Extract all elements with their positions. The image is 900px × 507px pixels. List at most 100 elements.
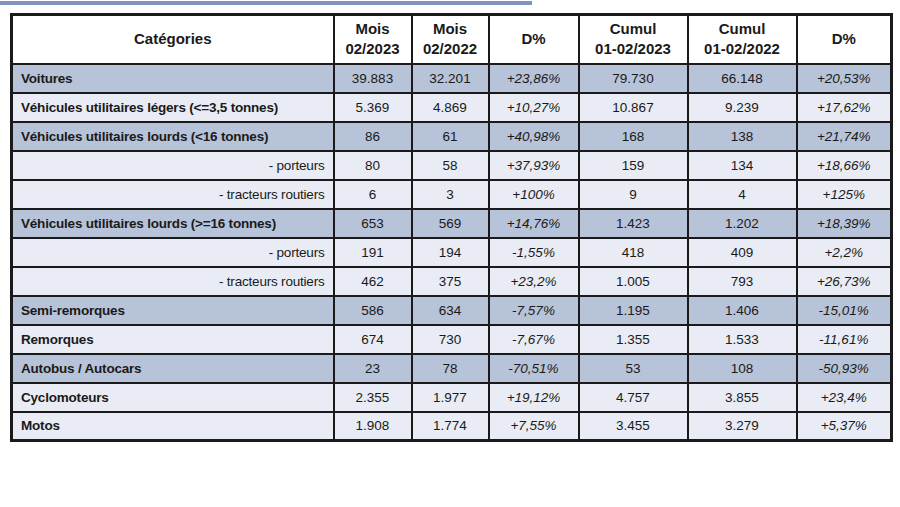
value-cell: 108: [688, 354, 797, 383]
table-row: Remorques674730-7,67%1.3551.533-11,61%: [12, 325, 892, 354]
value-cell: 138: [688, 122, 797, 151]
top-accent-bar: [0, 1, 532, 5]
registrations-table-wrap: Catégories Mois 02/2023 Mois 02/2022 D% …: [10, 13, 893, 442]
value-cell: 23: [334, 354, 412, 383]
category-cell: Véhicules utilitaires lourds (<16 tonnes…: [12, 122, 334, 151]
value-cell: 159: [579, 151, 688, 180]
value-cell: 9.239: [688, 93, 797, 122]
delta-percent-cell: +18,66%: [797, 151, 892, 180]
value-cell: 134: [688, 151, 797, 180]
value-cell: 1.202: [688, 209, 797, 238]
delta-percent-cell: +26,73%: [797, 267, 892, 296]
value-cell: 79.730: [579, 64, 688, 93]
value-cell: 86: [334, 122, 412, 151]
category-cell: - tracteurs routiers: [12, 267, 334, 296]
category-cell: Remorques: [12, 325, 334, 354]
value-cell: 80: [334, 151, 412, 180]
value-cell: 1.005: [579, 267, 688, 296]
delta-percent-cell: +20,53%: [797, 64, 892, 93]
value-cell: 793: [688, 267, 797, 296]
category-cell: Voitures: [12, 64, 334, 93]
category-cell: Véhicules utilitaires légers (<=3,5 tonn…: [12, 93, 334, 122]
delta-percent-cell: +10,27%: [489, 93, 579, 122]
value-cell: 168: [579, 122, 688, 151]
value-cell: 194: [412, 238, 489, 267]
value-cell: 4: [688, 180, 797, 209]
value-cell: 462: [334, 267, 412, 296]
value-cell: 634: [412, 296, 489, 325]
value-cell: 586: [334, 296, 412, 325]
delta-percent-cell: -7,57%: [489, 296, 579, 325]
value-cell: 1.908: [334, 412, 412, 441]
value-cell: 53: [579, 354, 688, 383]
delta-percent-cell: +14,76%: [489, 209, 579, 238]
value-cell: 1.977: [412, 383, 489, 412]
delta-percent-cell: -11,61%: [797, 325, 892, 354]
delta-percent-cell: -1,55%: [489, 238, 579, 267]
value-cell: 674: [334, 325, 412, 354]
delta-percent-cell: +17,62%: [797, 93, 892, 122]
value-cell: 10.867: [579, 93, 688, 122]
delta-percent-cell: +2,2%: [797, 238, 892, 267]
value-cell: 3.455: [579, 412, 688, 441]
table-row: - porteurs191194-1,55%418409+2,2%: [12, 238, 892, 267]
delta-percent-cell: +100%: [489, 180, 579, 209]
value-cell: 1.406: [688, 296, 797, 325]
category-cell: - tracteurs routiers: [12, 180, 334, 209]
category-cell: Autobus / Autocars: [12, 354, 334, 383]
table-row: Autobus / Autocars2378-70,51%53108-50,93…: [12, 354, 892, 383]
table-row: Véhicules utilitaires lourds (>=16 tonne…: [12, 209, 892, 238]
value-cell: 32.201: [412, 64, 489, 93]
delta-percent-cell: +40,98%: [489, 122, 579, 151]
value-cell: 653: [334, 209, 412, 238]
delta-percent-cell: -50,93%: [797, 354, 892, 383]
value-cell: 191: [334, 238, 412, 267]
value-cell: 9: [579, 180, 688, 209]
column-header-cumul-2022: Cumul 01-02/2022: [688, 15, 797, 64]
delta-percent-cell: -15,01%: [797, 296, 892, 325]
table-row: Cyclomoteurs2.3551.977+19,12%4.7573.855+…: [12, 383, 892, 412]
value-cell: 3.855: [688, 383, 797, 412]
value-cell: 4.869: [412, 93, 489, 122]
table-header: Catégories Mois 02/2023 Mois 02/2022 D% …: [12, 15, 892, 64]
delta-percent-cell: +18,39%: [797, 209, 892, 238]
delta-percent-cell: +23,4%: [797, 383, 892, 412]
value-cell: 1.423: [579, 209, 688, 238]
table-row: Voitures39.88332.201+23,86%79.73066.148+…: [12, 64, 892, 93]
table-body: Voitures39.88332.201+23,86%79.73066.148+…: [12, 64, 892, 441]
table-row: Semi-remorques586634-7,57%1.1951.406-15,…: [12, 296, 892, 325]
delta-percent-cell: +37,93%: [489, 151, 579, 180]
column-header-cumul-2023: Cumul 01-02/2023: [579, 15, 688, 64]
column-header-month-2022: Mois 02/2022: [412, 15, 489, 64]
value-cell: 39.883: [334, 64, 412, 93]
value-cell: 1.195: [579, 296, 688, 325]
delta-percent-cell: +21,74%: [797, 122, 892, 151]
value-cell: 418: [579, 238, 688, 267]
value-cell: 3.279: [688, 412, 797, 441]
delta-percent-cell: +19,12%: [489, 383, 579, 412]
table-row: Motos1.9081.774+7,55%3.4553.279+5,37%: [12, 412, 892, 441]
value-cell: 2.355: [334, 383, 412, 412]
value-cell: 78: [412, 354, 489, 383]
value-cell: 61: [412, 122, 489, 151]
value-cell: 58: [412, 151, 489, 180]
value-cell: 5.369: [334, 93, 412, 122]
category-cell: Semi-remorques: [12, 296, 334, 325]
table-row: Véhicules utilitaires lourds (<16 tonnes…: [12, 122, 892, 151]
column-header-delta-cumul: D%: [797, 15, 892, 64]
delta-percent-cell: +23,86%: [489, 64, 579, 93]
category-cell: - porteurs: [12, 238, 334, 267]
value-cell: 375: [412, 267, 489, 296]
value-cell: 1.355: [579, 325, 688, 354]
category-cell: Motos: [12, 412, 334, 441]
value-cell: 6: [334, 180, 412, 209]
value-cell: 66.148: [688, 64, 797, 93]
delta-percent-cell: -70,51%: [489, 354, 579, 383]
table-row: Véhicules utilitaires légers (<=3,5 tonn…: [12, 93, 892, 122]
column-header-categories: Catégories: [12, 15, 334, 64]
value-cell: 4.757: [579, 383, 688, 412]
value-cell: 409: [688, 238, 797, 267]
delta-percent-cell: +5,37%: [797, 412, 892, 441]
column-header-delta-month: D%: [489, 15, 579, 64]
value-cell: 730: [412, 325, 489, 354]
